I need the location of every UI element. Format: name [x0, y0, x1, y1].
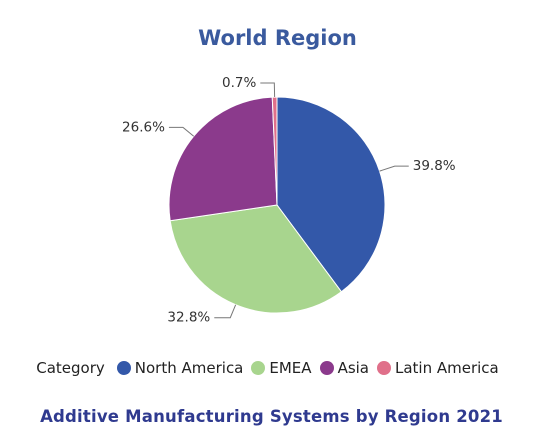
chart-title: World Region: [198, 26, 357, 50]
leader-line: [379, 165, 409, 172]
legend-swatch-icon: [319, 361, 334, 375]
leader-line: [214, 304, 237, 319]
data-label: 39.8%: [413, 158, 456, 174]
legend-title: Category: [36, 359, 105, 377]
legend-item-asia[interactable]: Asia: [319, 359, 369, 377]
pie-slices: [168, 96, 386, 314]
leader-line: [260, 82, 276, 98]
legend-label: North America: [134, 359, 244, 377]
legend-swatch-icon: [377, 361, 391, 375]
legend-swatch-icon: [116, 361, 131, 375]
pie-slice-latin-america[interactable]: [271, 96, 278, 206]
leader-line: [168, 126, 195, 137]
legend-swatch-icon: [251, 361, 266, 375]
legend-item-latin-america[interactable]: Latin America: [377, 359, 499, 377]
pie-slice-asia[interactable]: [168, 96, 278, 222]
legend-item-emea[interactable]: EMEA: [251, 359, 312, 377]
legend: Category North America EMEA Asia Latin Amer…: [0, 359, 543, 377]
legend-label: Latin America: [395, 359, 499, 377]
pie-labels: 39.8% 32.8% 26.6% 0.7%: [122, 75, 456, 326]
data-label: 26.6%: [122, 119, 165, 135]
chart-subtitle: Additive Manufacturing Systems by Region…: [40, 407, 503, 426]
legend-label: Asia: [337, 359, 369, 377]
legend-item-north-america[interactable]: North America: [116, 359, 244, 377]
legend-label: EMEA: [269, 359, 312, 377]
data-label: 32.8%: [167, 310, 210, 326]
data-label: 0.7%: [222, 75, 256, 91]
